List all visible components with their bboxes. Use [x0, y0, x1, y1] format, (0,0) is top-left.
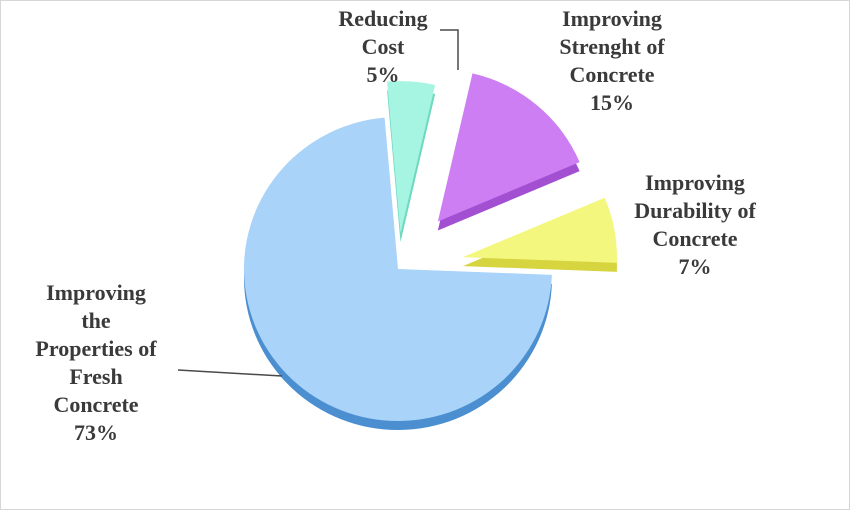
slice-label-0: Reducing Cost 5%	[338, 6, 427, 87]
slice-label-line-0-0: Reducing	[338, 6, 427, 31]
pie-slice-3	[243, 117, 552, 431]
slice-label-line-0-1: Cost	[362, 34, 405, 59]
slice-percent-3: 73%	[74, 420, 118, 445]
pie-slice-top-0	[387, 81, 436, 234]
pie-slice-top-2	[462, 197, 617, 263]
slice-percent-0: 5%	[367, 62, 400, 87]
slice-label-line-1-1: Strenght of	[559, 34, 665, 59]
slice-label-line-2-1: Durability of	[634, 198, 756, 223]
slice-label-line-3-3: Fresh	[69, 364, 122, 389]
slice-label-2: Improving Durability of Concrete 7%	[634, 170, 756, 279]
slice-percent-2: 7%	[679, 254, 712, 279]
labels-layer: Reducing Cost 5% Improving Strenght of Concre…	[35, 6, 756, 445]
leader-line-3	[177, 369, 283, 377]
pie-slice-1	[437, 73, 580, 231]
slices-layer	[243, 73, 617, 431]
slice-label-line-3-1: the	[81, 308, 111, 333]
leader-lines-layer	[177, 29, 459, 377]
slice-label-line-1-0: Improving	[562, 6, 662, 31]
pie-slice-top-1	[437, 73, 580, 222]
slice-percent-1: 15%	[590, 90, 634, 115]
pie-slice-top-3	[243, 117, 552, 422]
slice-label-1: Improving Strenght of Concrete 15%	[559, 6, 665, 115]
pie-slice-2	[462, 197, 617, 272]
slice-label-line-1-2: Concrete	[569, 62, 654, 87]
slice-label-line-3-4: Concrete	[53, 392, 138, 417]
slice-label-line-2-2: Concrete	[652, 226, 737, 251]
slice-label-line-2-0: Improving	[645, 170, 745, 195]
slice-label-line-3-2: Properties of	[35, 336, 157, 361]
slice-label-line-3-0: Improving	[46, 280, 146, 305]
leader-line-0	[440, 29, 459, 70]
pie-slice-0	[387, 81, 436, 243]
slice-label-3: Improving the Properties of Fresh Concrete 73…	[35, 280, 157, 445]
